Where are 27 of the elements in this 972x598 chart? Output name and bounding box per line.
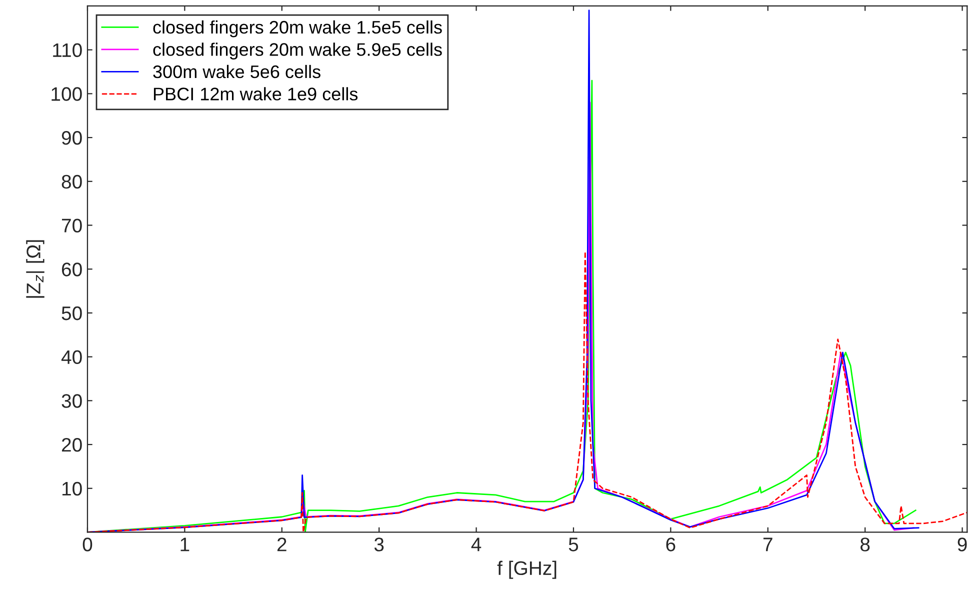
x-axis-title: f [GHz]: [497, 560, 556, 579]
y-tick-label: 90: [62, 131, 82, 145]
y-tick-label: 70: [62, 218, 82, 232]
y-tick-label: 80: [62, 174, 82, 189]
x-tick-label: 4: [471, 538, 482, 552]
x-tick-label: 2: [277, 538, 286, 552]
x-tick-label: 3: [374, 538, 384, 552]
y-tick-label: 20: [62, 438, 82, 452]
x-tick-label: 6: [666, 538, 676, 552]
legend-label: closed fingers 20m wake 1.5e5 cells: [153, 20, 442, 38]
x-tick-label: 7: [763, 538, 772, 552]
y-tick-label: 60: [62, 262, 82, 276]
y-tick-label: 30: [62, 394, 82, 408]
x-tick-label: 5: [568, 538, 578, 552]
y-tick-label: 50: [62, 306, 82, 320]
x-tick-label: 0: [82, 538, 92, 552]
y-tick-label: 10: [62, 482, 82, 496]
y-axis-title: |Z$_{z}$| [Ω]: [26, 240, 44, 298]
legend-label: PBCI 12m wake 1e9 cells: [154, 87, 358, 100]
legend-label: 300m wake 5e6 cells: [153, 64, 320, 78]
y-tick-label: 110: [53, 43, 82, 58]
y-tick-label: 100: [52, 87, 82, 101]
x-tick-label: 8: [860, 538, 870, 552]
x-tick-label: 9: [958, 538, 967, 552]
x-tick-label: 1: [180, 538, 190, 552]
y-tick-label: 40: [61, 350, 82, 364]
legend-label: closed fingers 20m wake 5.9e5 cells: [153, 42, 442, 60]
